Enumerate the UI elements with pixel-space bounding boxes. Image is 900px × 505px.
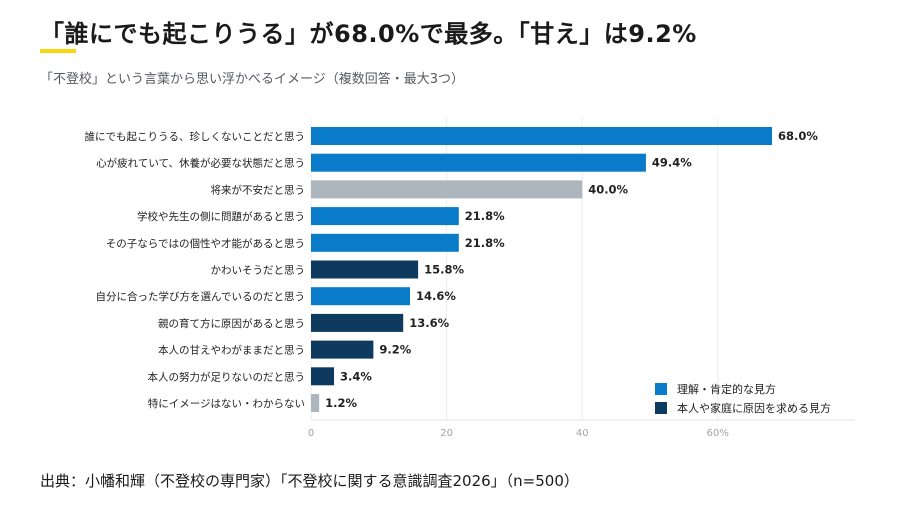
title-accent-bar [40, 49, 76, 53]
source-note: 出典：小幡和輝（不登校の専門家）「不登校に関する意識調査2026」（n=500） [40, 472, 579, 490]
bar [311, 394, 320, 412]
value-label: 21.8% [465, 236, 505, 250]
bar [311, 207, 459, 226]
category-label: かわいそうだと思う [211, 265, 306, 277]
legend-swatch [655, 402, 667, 414]
bar [311, 340, 374, 359]
x-tick-label: 60% [707, 428, 729, 439]
bar [311, 180, 583, 199]
page-title: 「誰にでも起こりうる」が68.0%で最多。「甘え」は9.2% [40, 20, 697, 48]
category-label: 本人の努力が足りないのだと思う [148, 370, 306, 383]
legend-swatch [655, 383, 667, 395]
bar [311, 127, 773, 145]
value-label: 13.6% [409, 316, 449, 330]
category-label: 自分に合った学び方を選んでいるのだと思う [96, 290, 305, 303]
x-tick-label: 40 [576, 428, 589, 439]
bar [311, 367, 335, 386]
value-label: 68.0% [778, 129, 818, 143]
legend-label: 本人や家庭に原因を求める見方 [677, 401, 831, 415]
bar [311, 260, 419, 279]
value-label: 49.4% [652, 156, 692, 170]
value-label: 9.2% [379, 343, 411, 357]
x-tick-label: 20 [440, 428, 453, 439]
legend-label: 理解・肯定的な見方 [677, 382, 776, 396]
bar [311, 233, 459, 252]
category-label: 誰にでも起こりうる、珍しくないことだと思う [85, 130, 306, 143]
chart-subtitle: 「不登校」という言葉から思い浮かべるイメージ（複数回答・最大3つ） [40, 72, 465, 87]
category-label: 学校や先生の側に問題があると思う [137, 210, 305, 223]
value-label: 1.2% [325, 396, 357, 410]
value-label: 14.6% [416, 289, 456, 303]
category-label: その子ならではの個性や才能があると思う [106, 237, 305, 250]
x-tick-label: 0 [308, 428, 314, 439]
bar [311, 313, 404, 332]
category-label: 本人の甘えやわがままだと思う [158, 344, 305, 357]
value-label: 40.0% [588, 182, 628, 196]
category-label: 心が疲れていて、休養が必要な状態だと思う [96, 157, 305, 170]
value-label: 21.8% [465, 209, 505, 223]
category-label: 将来が不安だと思う [211, 183, 306, 196]
category-label: 親の育て方に原因があると思う [158, 317, 305, 330]
value-label: 3.4% [340, 369, 372, 383]
bar [311, 287, 410, 306]
bar-chart: 0 20 40 60% 誰にでも起こりうる、珍しくないことだと思う 68.0% 心が疲れてい… [85, 118, 855, 439]
bar [311, 153, 646, 172]
category-label: 特にイメージはない・わからない [148, 398, 305, 410]
value-label: 15.8% [424, 263, 464, 277]
